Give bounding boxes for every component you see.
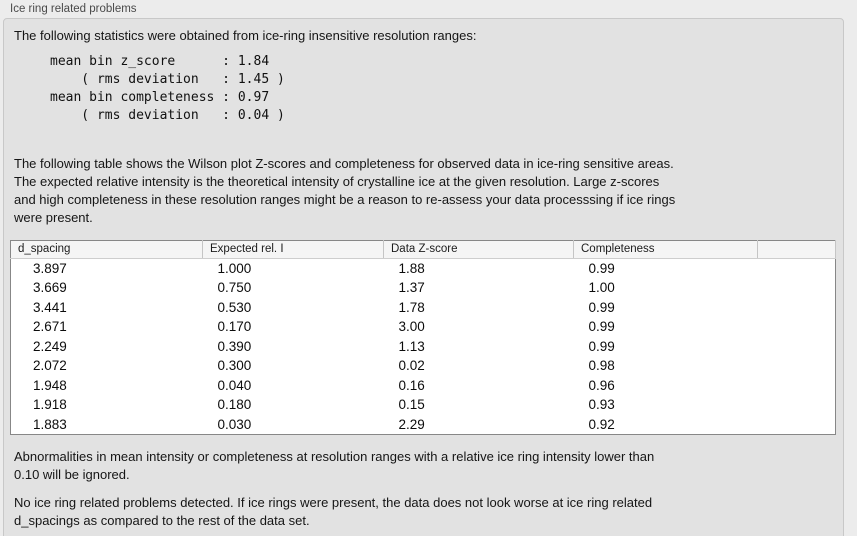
column-header-empty (757, 240, 836, 259)
ice-ring-table-body: 3.897 1.000 1.88 0.99 3.669 0.750 1.37 1.00 3.44… (11, 259, 836, 435)
table-row[interactable]: 2.249 0.390 1.13 0.99 (11, 337, 836, 357)
cell-empty (758, 278, 836, 298)
cell-empty (758, 337, 836, 357)
cell-completeness: 0.99 (588, 299, 615, 315)
cell-data-z-score: 0.16 (398, 377, 425, 393)
table-row[interactable]: 1.918 0.180 0.15 0.93 (11, 395, 836, 415)
cell-empty (758, 259, 836, 279)
cell-expected-rel-i: 0.750 (217, 280, 252, 296)
cell-completeness: 0.92 (588, 416, 615, 432)
column-header-d-spacing[interactable]: d_spacing (10, 240, 203, 259)
table-row[interactable]: 1.883 0.030 2.29 0.92 (11, 415, 836, 435)
cell-data-z-score: 1.37 (398, 280, 425, 296)
cell-data-z-score: 1.88 (398, 261, 425, 276)
cell-d-spacing: 3.897 (33, 261, 67, 276)
ignore-note: Abnormalities in mean intensity or compl… (14, 448, 655, 482)
table-row[interactable]: 3.897 1.000 1.88 0.99 (11, 259, 836, 279)
column-header-completeness[interactable]: Completeness (573, 240, 758, 259)
cell-expected-rel-i: 0.040 (217, 377, 252, 393)
table-header-row: d_spacing Expected rel. I Data Z-score C… (10, 240, 836, 259)
intro-paragraph: The following statistics were obtained f… (14, 28, 477, 43)
panel-title: Ice ring related problems (10, 3, 137, 15)
cell-d-spacing: 1.948 (33, 377, 67, 393)
cell-data-z-score: 1.13 (398, 338, 425, 354)
table-row[interactable]: 1.948 0.040 0.16 0.96 (11, 376, 836, 396)
stats-block: mean bin z_score : 1.84 ( rms deviation … (50, 54, 285, 123)
cell-expected-rel-i: 0.530 (217, 299, 252, 315)
cell-d-spacing: 2.072 (33, 358, 67, 374)
table-row[interactable]: 2.072 0.300 0.02 0.98 (11, 356, 836, 376)
cell-empty (758, 356, 836, 376)
table-row[interactable]: 2.671 0.170 3.00 0.99 (11, 317, 836, 337)
cell-d-spacing: 1.883 (33, 416, 67, 432)
cell-expected-rel-i: 0.300 (217, 358, 252, 374)
cell-d-spacing: 2.671 (33, 319, 67, 335)
column-header-data-z-score[interactable]: Data Z-score (383, 240, 574, 259)
cell-empty (758, 415, 836, 435)
cell-d-spacing: 1.918 (33, 397, 67, 413)
cell-data-z-score: 2.29 (398, 416, 425, 432)
cell-data-z-score: 1.78 (398, 299, 425, 315)
cell-data-z-score: 3.00 (398, 319, 425, 335)
cell-completeness: 1.00 (588, 280, 615, 296)
cell-completeness: 0.99 (588, 261, 615, 276)
cell-completeness: 0.93 (588, 397, 615, 413)
ice-ring-table: d_spacing Expected rel. I Data Z-score C… (10, 240, 836, 435)
cell-empty (758, 298, 836, 318)
table-description: The following table shows the Wilson plo… (14, 156, 676, 225)
cell-completeness: 0.96 (588, 377, 615, 393)
cell-empty (758, 376, 836, 396)
cell-d-spacing: 3.669 (33, 280, 67, 296)
cell-empty (758, 395, 836, 415)
cell-completeness: 0.99 (588, 319, 615, 335)
cell-expected-rel-i: 0.170 (217, 319, 252, 335)
cell-empty (758, 317, 836, 337)
conclusion-text: No ice ring related problems detected. I… (14, 494, 653, 528)
cell-expected-rel-i: 0.030 (217, 416, 252, 432)
panel-group-box: The following statistics were obtained f… (3, 18, 844, 536)
cell-expected-rel-i: 0.180 (217, 397, 252, 413)
column-header-expected-rel-i[interactable]: Expected rel. I (202, 240, 384, 259)
cell-expected-rel-i: 1.000 (217, 261, 252, 276)
cell-d-spacing: 2.249 (33, 338, 67, 354)
cell-completeness: 0.98 (588, 358, 615, 374)
cell-data-z-score: 0.02 (398, 358, 425, 374)
table-row[interactable]: 3.669 0.750 1.37 1.00 (11, 278, 836, 298)
cell-expected-rel-i: 0.390 (217, 338, 252, 354)
cell-completeness: 0.99 (588, 338, 615, 354)
cell-d-spacing: 3.441 (33, 299, 67, 315)
ice-ring-table-container: d_spacing Expected rel. I Data Z-score C… (10, 240, 836, 435)
cell-data-z-score: 0.15 (398, 397, 425, 413)
table-row[interactable]: 3.441 0.530 1.78 0.99 (11, 298, 836, 318)
